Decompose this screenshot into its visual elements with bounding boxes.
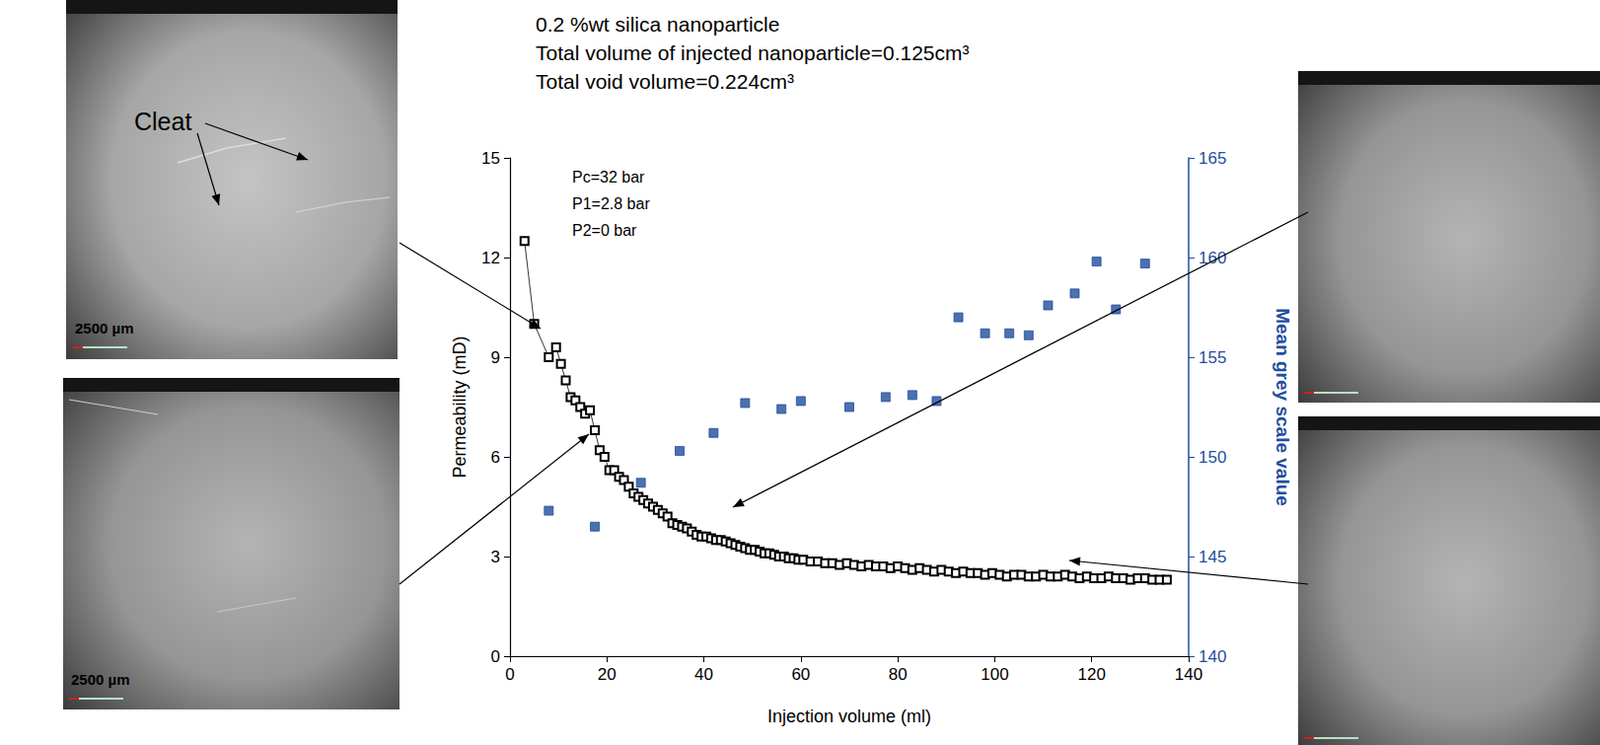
svg-text:6: 6 xyxy=(491,447,501,467)
svg-text:0: 0 xyxy=(505,664,514,684)
svg-text:20: 20 xyxy=(597,664,617,684)
svg-text:15: 15 xyxy=(481,148,501,168)
svg-text:140: 140 xyxy=(1198,647,1227,666)
svg-text:140: 140 xyxy=(1174,664,1203,684)
svg-text:40: 40 xyxy=(694,664,714,684)
svg-text:Cleat: Cleat xyxy=(134,107,192,136)
svg-text:Total void volume=0.224cm³: Total void volume=0.224cm³ xyxy=(535,70,795,93)
svg-text:2500 µm: 2500 µm xyxy=(71,670,131,688)
svg-text:3: 3 xyxy=(491,547,501,567)
svg-text:P2=0 bar: P2=0 bar xyxy=(572,221,638,239)
svg-text:12: 12 xyxy=(481,248,501,268)
svg-text:60: 60 xyxy=(791,664,810,684)
svg-text:80: 80 xyxy=(888,664,908,684)
svg-text:Pc=32 bar: Pc=32 bar xyxy=(572,168,646,186)
svg-text:Total volume of injected nanop: Total volume of injected nanoparticle=0.… xyxy=(535,41,970,65)
svg-text:Mean grey scale value: Mean grey scale value xyxy=(1272,307,1294,507)
svg-text:P1=2.8 bar: P1=2.8 bar xyxy=(572,195,651,213)
svg-text:9: 9 xyxy=(491,348,501,367)
svg-text:150: 150 xyxy=(1198,447,1227,467)
svg-text:Injection volume (ml): Injection volume (ml) xyxy=(767,706,932,727)
svg-text:165: 165 xyxy=(1198,148,1227,168)
svg-text:0: 0 xyxy=(491,647,501,666)
svg-text:155: 155 xyxy=(1198,348,1227,367)
svg-text:100: 100 xyxy=(980,664,1009,684)
svg-text:Permeability (mD): Permeability (mD) xyxy=(449,335,470,478)
svg-text:2500 µm: 2500 µm xyxy=(74,319,135,337)
svg-text:145: 145 xyxy=(1198,547,1227,567)
svg-text:160: 160 xyxy=(1198,248,1227,268)
svg-text:120: 120 xyxy=(1078,664,1106,684)
svg-text:0.2 %wt silica nanoparticle: 0.2 %wt silica nanoparticle xyxy=(535,12,780,36)
